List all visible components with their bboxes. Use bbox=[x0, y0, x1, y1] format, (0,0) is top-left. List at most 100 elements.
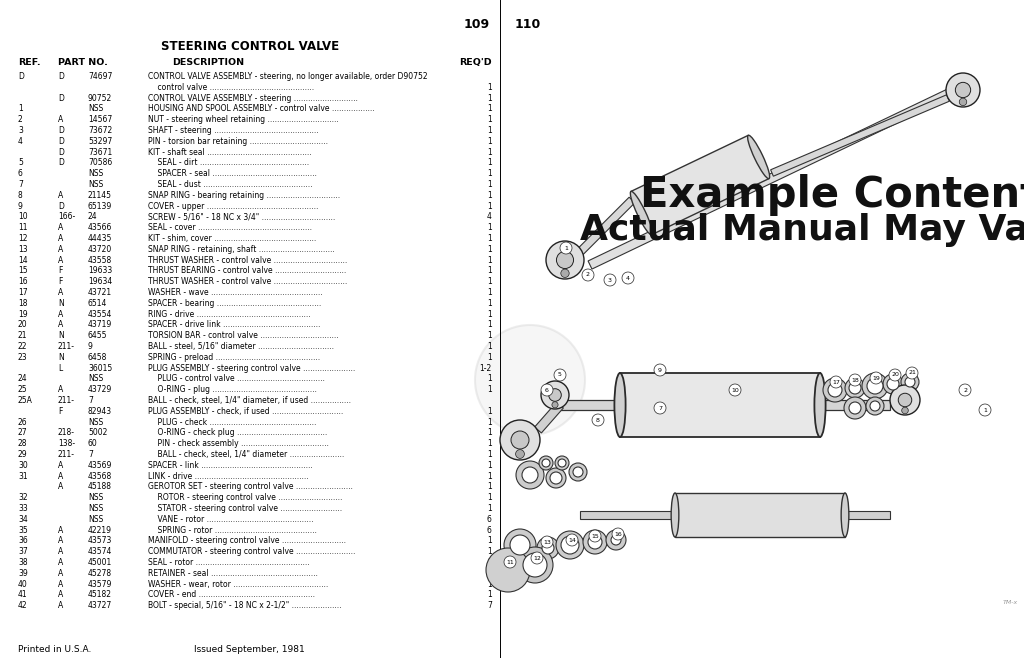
Text: 45188: 45188 bbox=[88, 482, 112, 492]
Circle shape bbox=[845, 378, 865, 398]
Text: control valve ............................................: control valve ..........................… bbox=[148, 83, 314, 92]
Text: 6: 6 bbox=[486, 526, 492, 534]
Text: 5: 5 bbox=[558, 372, 562, 378]
Text: 9: 9 bbox=[18, 201, 23, 211]
Text: 12: 12 bbox=[534, 555, 541, 561]
Ellipse shape bbox=[631, 191, 652, 235]
Text: Example Content: Example Content bbox=[640, 174, 1024, 216]
Text: 19: 19 bbox=[872, 376, 880, 380]
Text: 6514: 6514 bbox=[88, 299, 108, 308]
Text: ROTOR - steering control valve ...........................: ROTOR - steering control valve .........… bbox=[148, 494, 342, 502]
Circle shape bbox=[959, 384, 971, 396]
Text: SEAL - rotor ................................................: SEAL - rotor ...........................… bbox=[148, 558, 309, 567]
Circle shape bbox=[654, 364, 666, 376]
Text: 24: 24 bbox=[18, 374, 28, 384]
Text: 6: 6 bbox=[18, 169, 23, 178]
Text: 45182: 45182 bbox=[88, 590, 112, 599]
Text: N: N bbox=[58, 331, 63, 340]
Ellipse shape bbox=[748, 136, 770, 179]
Text: 53297: 53297 bbox=[88, 137, 113, 146]
Text: COVER - end .................................................: COVER - end ............................… bbox=[148, 590, 315, 599]
Text: 26: 26 bbox=[18, 418, 28, 426]
Circle shape bbox=[849, 402, 861, 414]
Circle shape bbox=[552, 402, 558, 408]
Polygon shape bbox=[535, 402, 563, 433]
Text: 9: 9 bbox=[88, 342, 93, 351]
Text: SPRING - preload ............................................: SPRING - preload .......................… bbox=[148, 353, 321, 362]
Text: 42: 42 bbox=[18, 601, 28, 610]
Text: 43720: 43720 bbox=[88, 245, 113, 254]
Text: 33: 33 bbox=[18, 504, 28, 513]
Text: 3: 3 bbox=[608, 278, 612, 282]
Circle shape bbox=[823, 378, 847, 402]
Circle shape bbox=[566, 534, 578, 546]
Circle shape bbox=[883, 374, 903, 394]
Text: 218-: 218- bbox=[58, 428, 75, 438]
Text: A: A bbox=[58, 461, 63, 470]
Circle shape bbox=[569, 463, 587, 481]
Text: 21: 21 bbox=[18, 331, 28, 340]
Text: PART NO.: PART NO. bbox=[58, 58, 108, 67]
Text: 24: 24 bbox=[88, 213, 97, 221]
Text: D: D bbox=[58, 126, 63, 135]
Text: 41: 41 bbox=[18, 590, 28, 599]
Text: D: D bbox=[58, 72, 63, 81]
Text: D: D bbox=[58, 93, 63, 103]
Text: SEAL - dirt ..............................................: SEAL - dirt ............................… bbox=[148, 159, 309, 167]
Text: 10: 10 bbox=[18, 213, 28, 221]
Text: A: A bbox=[58, 234, 63, 243]
Circle shape bbox=[561, 269, 569, 278]
Text: 1: 1 bbox=[983, 407, 987, 413]
Text: A: A bbox=[58, 288, 63, 297]
Text: 1: 1 bbox=[487, 353, 492, 362]
Text: 17: 17 bbox=[18, 288, 28, 297]
Circle shape bbox=[849, 382, 861, 394]
Text: 1: 1 bbox=[487, 180, 492, 189]
Ellipse shape bbox=[671, 493, 679, 537]
Text: 40: 40 bbox=[18, 580, 28, 589]
Text: 1: 1 bbox=[487, 288, 492, 297]
Text: RETAINER - seal .............................................: RETAINER - seal ........................… bbox=[148, 569, 317, 578]
Text: 3: 3 bbox=[18, 126, 23, 135]
Circle shape bbox=[905, 377, 915, 387]
Text: A: A bbox=[58, 245, 63, 254]
Text: 28: 28 bbox=[18, 439, 28, 448]
Text: PLUG ASSEMBLY - steering control valve ......................: PLUG ASSEMBLY - steering control valve .… bbox=[148, 364, 355, 372]
Text: 31: 31 bbox=[18, 472, 28, 480]
Text: O-RING - check plug ......................................: O-RING - check plug ....................… bbox=[148, 428, 328, 438]
Text: 18: 18 bbox=[851, 378, 859, 382]
Text: PLUG - control valve .....................................: PLUG - control valve ...................… bbox=[148, 374, 325, 384]
Text: 44435: 44435 bbox=[88, 234, 113, 243]
Text: A: A bbox=[58, 482, 63, 492]
Circle shape bbox=[959, 98, 967, 106]
Text: 13: 13 bbox=[543, 540, 551, 545]
Text: 109: 109 bbox=[464, 18, 489, 31]
Text: 1: 1 bbox=[487, 418, 492, 426]
Text: 1: 1 bbox=[487, 169, 492, 178]
Circle shape bbox=[522, 467, 538, 483]
Circle shape bbox=[475, 325, 585, 435]
Circle shape bbox=[541, 536, 553, 548]
Text: WASHER - wave ...............................................: WASHER - wave ..........................… bbox=[148, 288, 323, 297]
Ellipse shape bbox=[841, 493, 849, 537]
Circle shape bbox=[979, 404, 991, 416]
Text: CONTROL VALVE ASSEMBLY - steering, no longer available, order D90752: CONTROL VALVE ASSEMBLY - steering, no lo… bbox=[148, 72, 428, 81]
Circle shape bbox=[486, 548, 530, 592]
Text: 211-: 211- bbox=[58, 450, 75, 459]
Text: 1: 1 bbox=[487, 558, 492, 567]
Text: 1: 1 bbox=[487, 245, 492, 254]
Text: 43558: 43558 bbox=[88, 255, 113, 265]
Text: LINK - drive ................................................: LINK - drive ...........................… bbox=[148, 472, 308, 480]
Text: A: A bbox=[58, 590, 63, 599]
Text: 70586: 70586 bbox=[88, 159, 113, 167]
Text: NSS: NSS bbox=[88, 418, 103, 426]
Text: A: A bbox=[58, 385, 63, 394]
Text: 2: 2 bbox=[963, 388, 967, 393]
Text: SNAP RING - retaining, shaft ................................: SNAP RING - retaining, shaft ...........… bbox=[148, 245, 335, 254]
Text: 34: 34 bbox=[18, 515, 28, 524]
Text: 25A: 25A bbox=[18, 396, 33, 405]
Text: 211-: 211- bbox=[58, 342, 75, 351]
Circle shape bbox=[890, 385, 920, 415]
Text: PLUG ASSEMBLY - check, if used ..............................: PLUG ASSEMBLY - check, if used .........… bbox=[148, 407, 343, 416]
Text: STEERING CONTROL VALVE: STEERING CONTROL VALVE bbox=[161, 40, 339, 53]
